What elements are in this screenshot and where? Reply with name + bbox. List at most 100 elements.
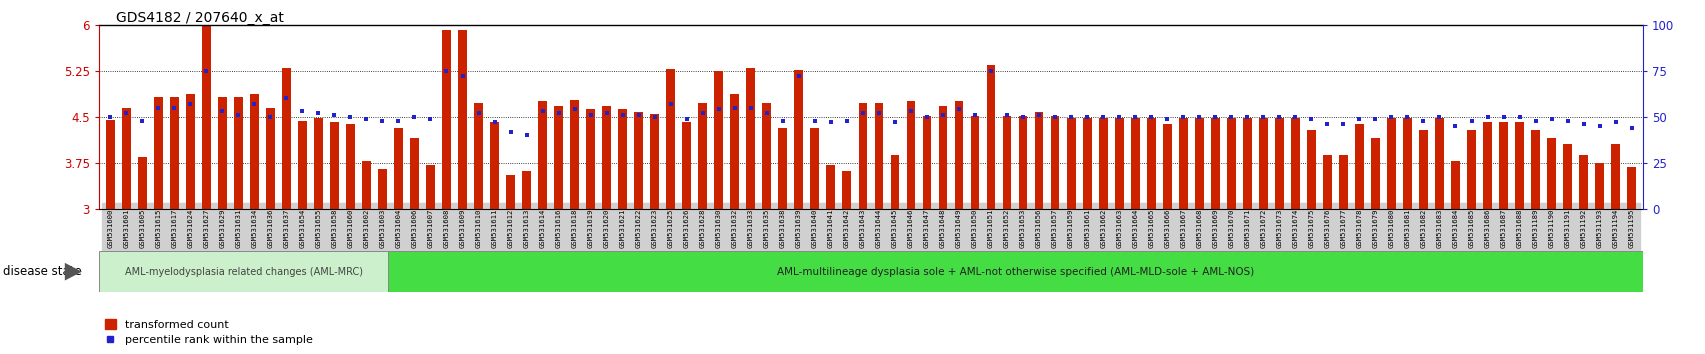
Point xyxy=(1298,116,1325,121)
Bar xyxy=(1146,118,1154,209)
Point xyxy=(97,114,124,120)
Point xyxy=(962,112,989,118)
Point xyxy=(912,114,939,120)
Bar xyxy=(1499,122,1507,209)
Point xyxy=(801,118,829,123)
Point xyxy=(193,68,220,74)
Point xyxy=(1105,114,1132,120)
Bar xyxy=(875,103,883,209)
Bar xyxy=(186,94,194,209)
Bar xyxy=(1098,118,1107,209)
Point xyxy=(1616,125,1644,131)
Bar xyxy=(459,30,467,209)
Bar xyxy=(1066,118,1074,209)
Point xyxy=(273,96,300,101)
Point xyxy=(929,112,957,118)
Point xyxy=(1473,114,1500,120)
Point xyxy=(1265,114,1292,120)
Point xyxy=(416,116,443,121)
Bar xyxy=(522,171,530,209)
Bar xyxy=(777,128,786,209)
Point xyxy=(1120,114,1147,120)
Bar xyxy=(346,124,355,209)
Bar xyxy=(1243,118,1251,209)
Bar xyxy=(314,118,322,209)
Bar xyxy=(602,106,610,209)
Bar xyxy=(587,109,595,209)
Point xyxy=(1217,114,1245,120)
Bar xyxy=(714,71,723,209)
Point xyxy=(576,112,604,118)
Bar xyxy=(1338,155,1347,209)
Point xyxy=(673,116,701,121)
Point xyxy=(1569,121,1596,127)
Point xyxy=(256,114,283,120)
Point xyxy=(769,118,796,123)
Bar xyxy=(281,68,290,209)
Bar xyxy=(1371,138,1379,209)
Bar xyxy=(1514,122,1523,209)
Point xyxy=(113,110,140,116)
Bar xyxy=(730,93,738,209)
Point xyxy=(496,129,523,135)
Bar xyxy=(1466,130,1475,209)
Point xyxy=(704,107,731,112)
Bar xyxy=(379,169,387,209)
Point xyxy=(945,107,972,112)
Point xyxy=(641,114,668,120)
Bar xyxy=(569,99,578,209)
Point xyxy=(1040,114,1067,120)
Point xyxy=(160,105,188,110)
Bar xyxy=(938,106,946,209)
Point xyxy=(433,68,460,74)
Bar xyxy=(1402,118,1412,209)
Point xyxy=(225,112,252,118)
Bar xyxy=(1130,118,1139,209)
Bar xyxy=(650,114,658,209)
Bar xyxy=(1610,144,1620,209)
Point xyxy=(1425,114,1453,120)
Bar xyxy=(489,122,498,209)
Point xyxy=(784,74,812,79)
Bar xyxy=(682,122,691,209)
Text: AML-multilineage dysplasia sole + AML-not otherwise specified (AML-MLD-sole + AM: AML-multilineage dysplasia sole + AML-no… xyxy=(776,267,1253,277)
Point xyxy=(1345,116,1373,121)
Bar xyxy=(762,103,771,209)
Legend: transformed count, percentile rank within the sample: transformed count, percentile rank withi… xyxy=(104,319,312,345)
Point xyxy=(897,108,924,114)
Bar xyxy=(170,97,179,209)
Point xyxy=(864,110,892,116)
Bar xyxy=(810,128,818,209)
Point xyxy=(689,110,716,116)
Bar xyxy=(1531,130,1540,209)
Point xyxy=(1009,114,1037,120)
Point xyxy=(1185,114,1212,120)
Bar xyxy=(426,165,435,209)
Point xyxy=(1408,118,1436,123)
Bar xyxy=(1562,144,1570,209)
Point xyxy=(1280,114,1308,120)
Bar xyxy=(389,251,1642,292)
Point xyxy=(1233,114,1260,120)
Point xyxy=(1488,114,1516,120)
Point xyxy=(177,101,205,107)
Bar xyxy=(474,103,483,209)
Bar xyxy=(1451,161,1459,209)
Bar xyxy=(361,161,370,209)
Point xyxy=(1328,121,1355,127)
Bar xyxy=(795,70,803,209)
Bar xyxy=(442,30,450,209)
Point xyxy=(624,112,651,118)
Point xyxy=(881,120,909,125)
Bar xyxy=(970,116,979,209)
Point xyxy=(721,105,748,110)
Point xyxy=(1170,114,1197,120)
Bar xyxy=(1546,138,1555,209)
Bar xyxy=(1321,155,1332,209)
Bar xyxy=(121,108,131,209)
Point xyxy=(1586,123,1613,129)
Point xyxy=(1057,114,1084,120)
Point xyxy=(832,118,859,123)
Bar xyxy=(1050,116,1059,209)
Text: AML-myelodysplasia related changes (AML-MRC): AML-myelodysplasia related changes (AML-… xyxy=(124,267,363,277)
